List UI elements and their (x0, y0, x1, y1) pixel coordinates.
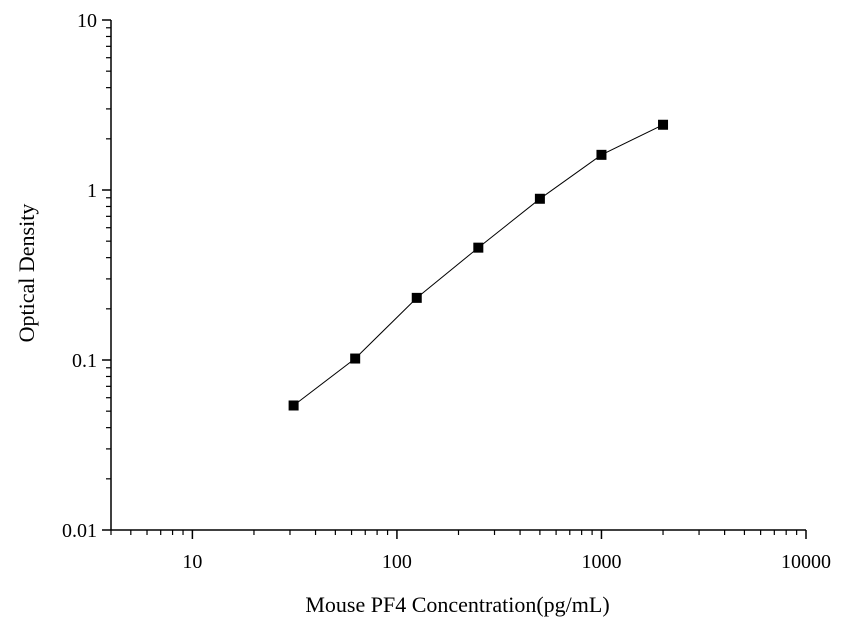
y-tick-label: 0.01 (62, 520, 97, 542)
x-axis: 10 100 1000 10000 (110, 529, 831, 573)
data-series (288, 119, 669, 411)
data-point (534, 193, 545, 204)
data-point (288, 400, 299, 411)
x-tick-label: 1000 (581, 551, 621, 573)
data-point (411, 292, 422, 303)
y-tick-label: 10 (77, 10, 97, 32)
data-point (658, 119, 669, 130)
series-line (293, 124, 664, 406)
x-tick-label: 10 (182, 551, 202, 573)
y-tick-label: 0.1 (72, 350, 97, 372)
y-tick-label: 1 (87, 180, 97, 202)
x-tick-label: 10000 (781, 551, 831, 573)
x-tick-label: 100 (382, 551, 412, 573)
data-point (596, 149, 607, 160)
y-axis: 0.01 0.1 1 10 (62, 10, 112, 542)
data-point (473, 242, 484, 253)
y-axis-title: Optical Density (14, 204, 39, 343)
x-axis-title: Mouse PF4 Concentration(pg/mL) (305, 592, 609, 617)
data-point (350, 353, 361, 364)
